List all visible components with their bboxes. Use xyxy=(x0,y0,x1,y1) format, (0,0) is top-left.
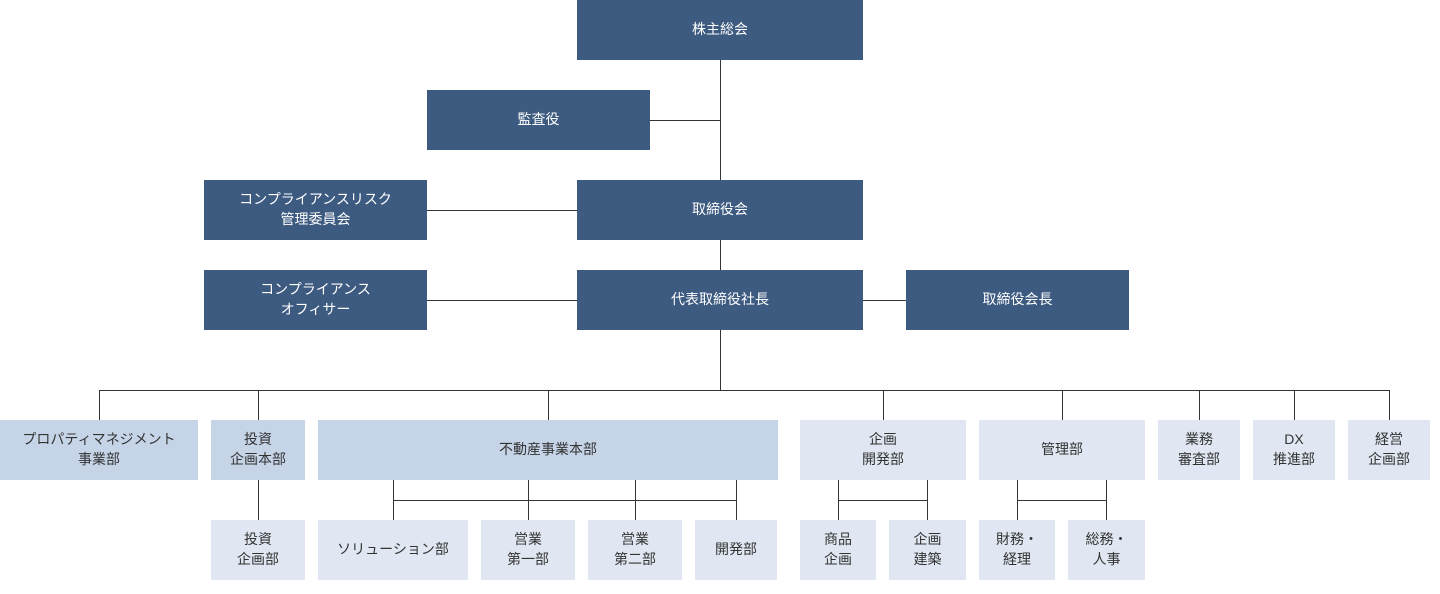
org-node-label: 代表取締役社長 xyxy=(671,290,769,310)
org-node-development: 開発部 xyxy=(695,520,777,580)
org-node-label: 監査役 xyxy=(518,110,560,130)
org-node-general-hr: 総務・ 人事 xyxy=(1068,520,1145,580)
connector-line xyxy=(863,300,906,301)
org-node-property-mgmt: プロパティマネジメント 事業部 xyxy=(0,420,198,480)
org-node-label: 財務・ 経理 xyxy=(996,530,1038,569)
org-node-planning-arch: 企画 建築 xyxy=(889,520,966,580)
connector-line xyxy=(720,330,721,390)
connector-line xyxy=(427,300,577,301)
connector-line xyxy=(1389,390,1390,420)
org-node-label: 営業 第二部 xyxy=(614,530,656,569)
org-node-president: 代表取締役社長 xyxy=(577,270,863,330)
org-node-label: DX 推進部 xyxy=(1273,430,1315,469)
org-node-admin: 管理部 xyxy=(979,420,1145,480)
org-node-planning-dev: 企画 開発部 xyxy=(800,420,966,480)
connector-line xyxy=(258,390,259,420)
org-node-compliance-officer: コンプライアンス オフィサー xyxy=(204,270,427,330)
connector-line xyxy=(1199,390,1200,420)
connector-line xyxy=(1294,390,1295,420)
org-node-label: 不動産事業本部 xyxy=(499,440,597,460)
org-node-mgmt-planning: 経営 企画部 xyxy=(1348,420,1430,480)
org-node-auditor: 監査役 xyxy=(427,90,650,150)
connector-line xyxy=(927,480,928,520)
org-node-investment-planning: 投資 企画部 xyxy=(211,520,305,580)
connector-line xyxy=(99,390,100,420)
connector-line xyxy=(720,60,721,180)
org-node-label: 経営 企画部 xyxy=(1368,430,1410,469)
org-node-label: 投資 企画部 xyxy=(237,530,279,569)
org-node-finance: 財務・ 経理 xyxy=(979,520,1055,580)
org-node-investment-hq: 投資 企画本部 xyxy=(211,420,305,480)
org-node-label: 企画 建築 xyxy=(914,530,942,569)
org-node-label: 企画 開発部 xyxy=(862,430,904,469)
org-node-label: 総務・ 人事 xyxy=(1086,530,1128,569)
org-node-chairman: 取締役会長 xyxy=(906,270,1129,330)
org-node-shareholders: 株主総会 xyxy=(577,0,863,60)
org-node-compliance-risk: コンプライアンスリスク 管理委員会 xyxy=(204,180,427,240)
connector-line xyxy=(883,390,884,420)
org-node-product-planning: 商品 企画 xyxy=(800,520,876,580)
org-node-label: 業務 審査部 xyxy=(1178,430,1220,469)
connector-line xyxy=(838,500,927,501)
org-node-label: 開発部 xyxy=(715,540,757,560)
org-node-label: 株主総会 xyxy=(692,20,748,40)
org-node-sales1: 営業 第一部 xyxy=(481,520,575,580)
connector-line xyxy=(393,500,736,501)
org-node-label: プロパティマネジメント 事業部 xyxy=(22,430,175,469)
org-node-label: 投資 企画本部 xyxy=(230,430,286,469)
org-node-sales2: 営業 第二部 xyxy=(588,520,682,580)
connector-line xyxy=(427,210,577,211)
org-node-label: 商品 企画 xyxy=(824,530,852,569)
org-node-realestate-hq: 不動産事業本部 xyxy=(318,420,778,480)
org-node-label: 管理部 xyxy=(1041,440,1083,460)
connector-line xyxy=(1062,390,1063,420)
org-node-dx: DX 推進部 xyxy=(1253,420,1335,480)
connector-line xyxy=(736,480,737,520)
connector-line xyxy=(548,390,549,420)
org-node-label: 取締役会長 xyxy=(983,290,1053,310)
connector-line xyxy=(258,480,259,520)
org-node-solution: ソリューション部 xyxy=(318,520,468,580)
connector-line xyxy=(1106,480,1107,520)
org-node-audit-dept: 業務 審査部 xyxy=(1158,420,1240,480)
org-node-label: コンプライアンス オフィサー xyxy=(260,280,371,319)
connector-line xyxy=(99,390,1389,391)
org-node-board-directors: 取締役会 xyxy=(577,180,863,240)
org-node-label: 取締役会 xyxy=(692,200,748,220)
org-node-label: ソリューション部 xyxy=(337,540,449,560)
org-node-label: コンプライアンスリスク 管理委員会 xyxy=(239,190,392,229)
org-node-label: 営業 第一部 xyxy=(507,530,549,569)
connector-line xyxy=(720,240,721,270)
connector-line xyxy=(650,120,720,121)
connector-line xyxy=(1017,500,1106,501)
